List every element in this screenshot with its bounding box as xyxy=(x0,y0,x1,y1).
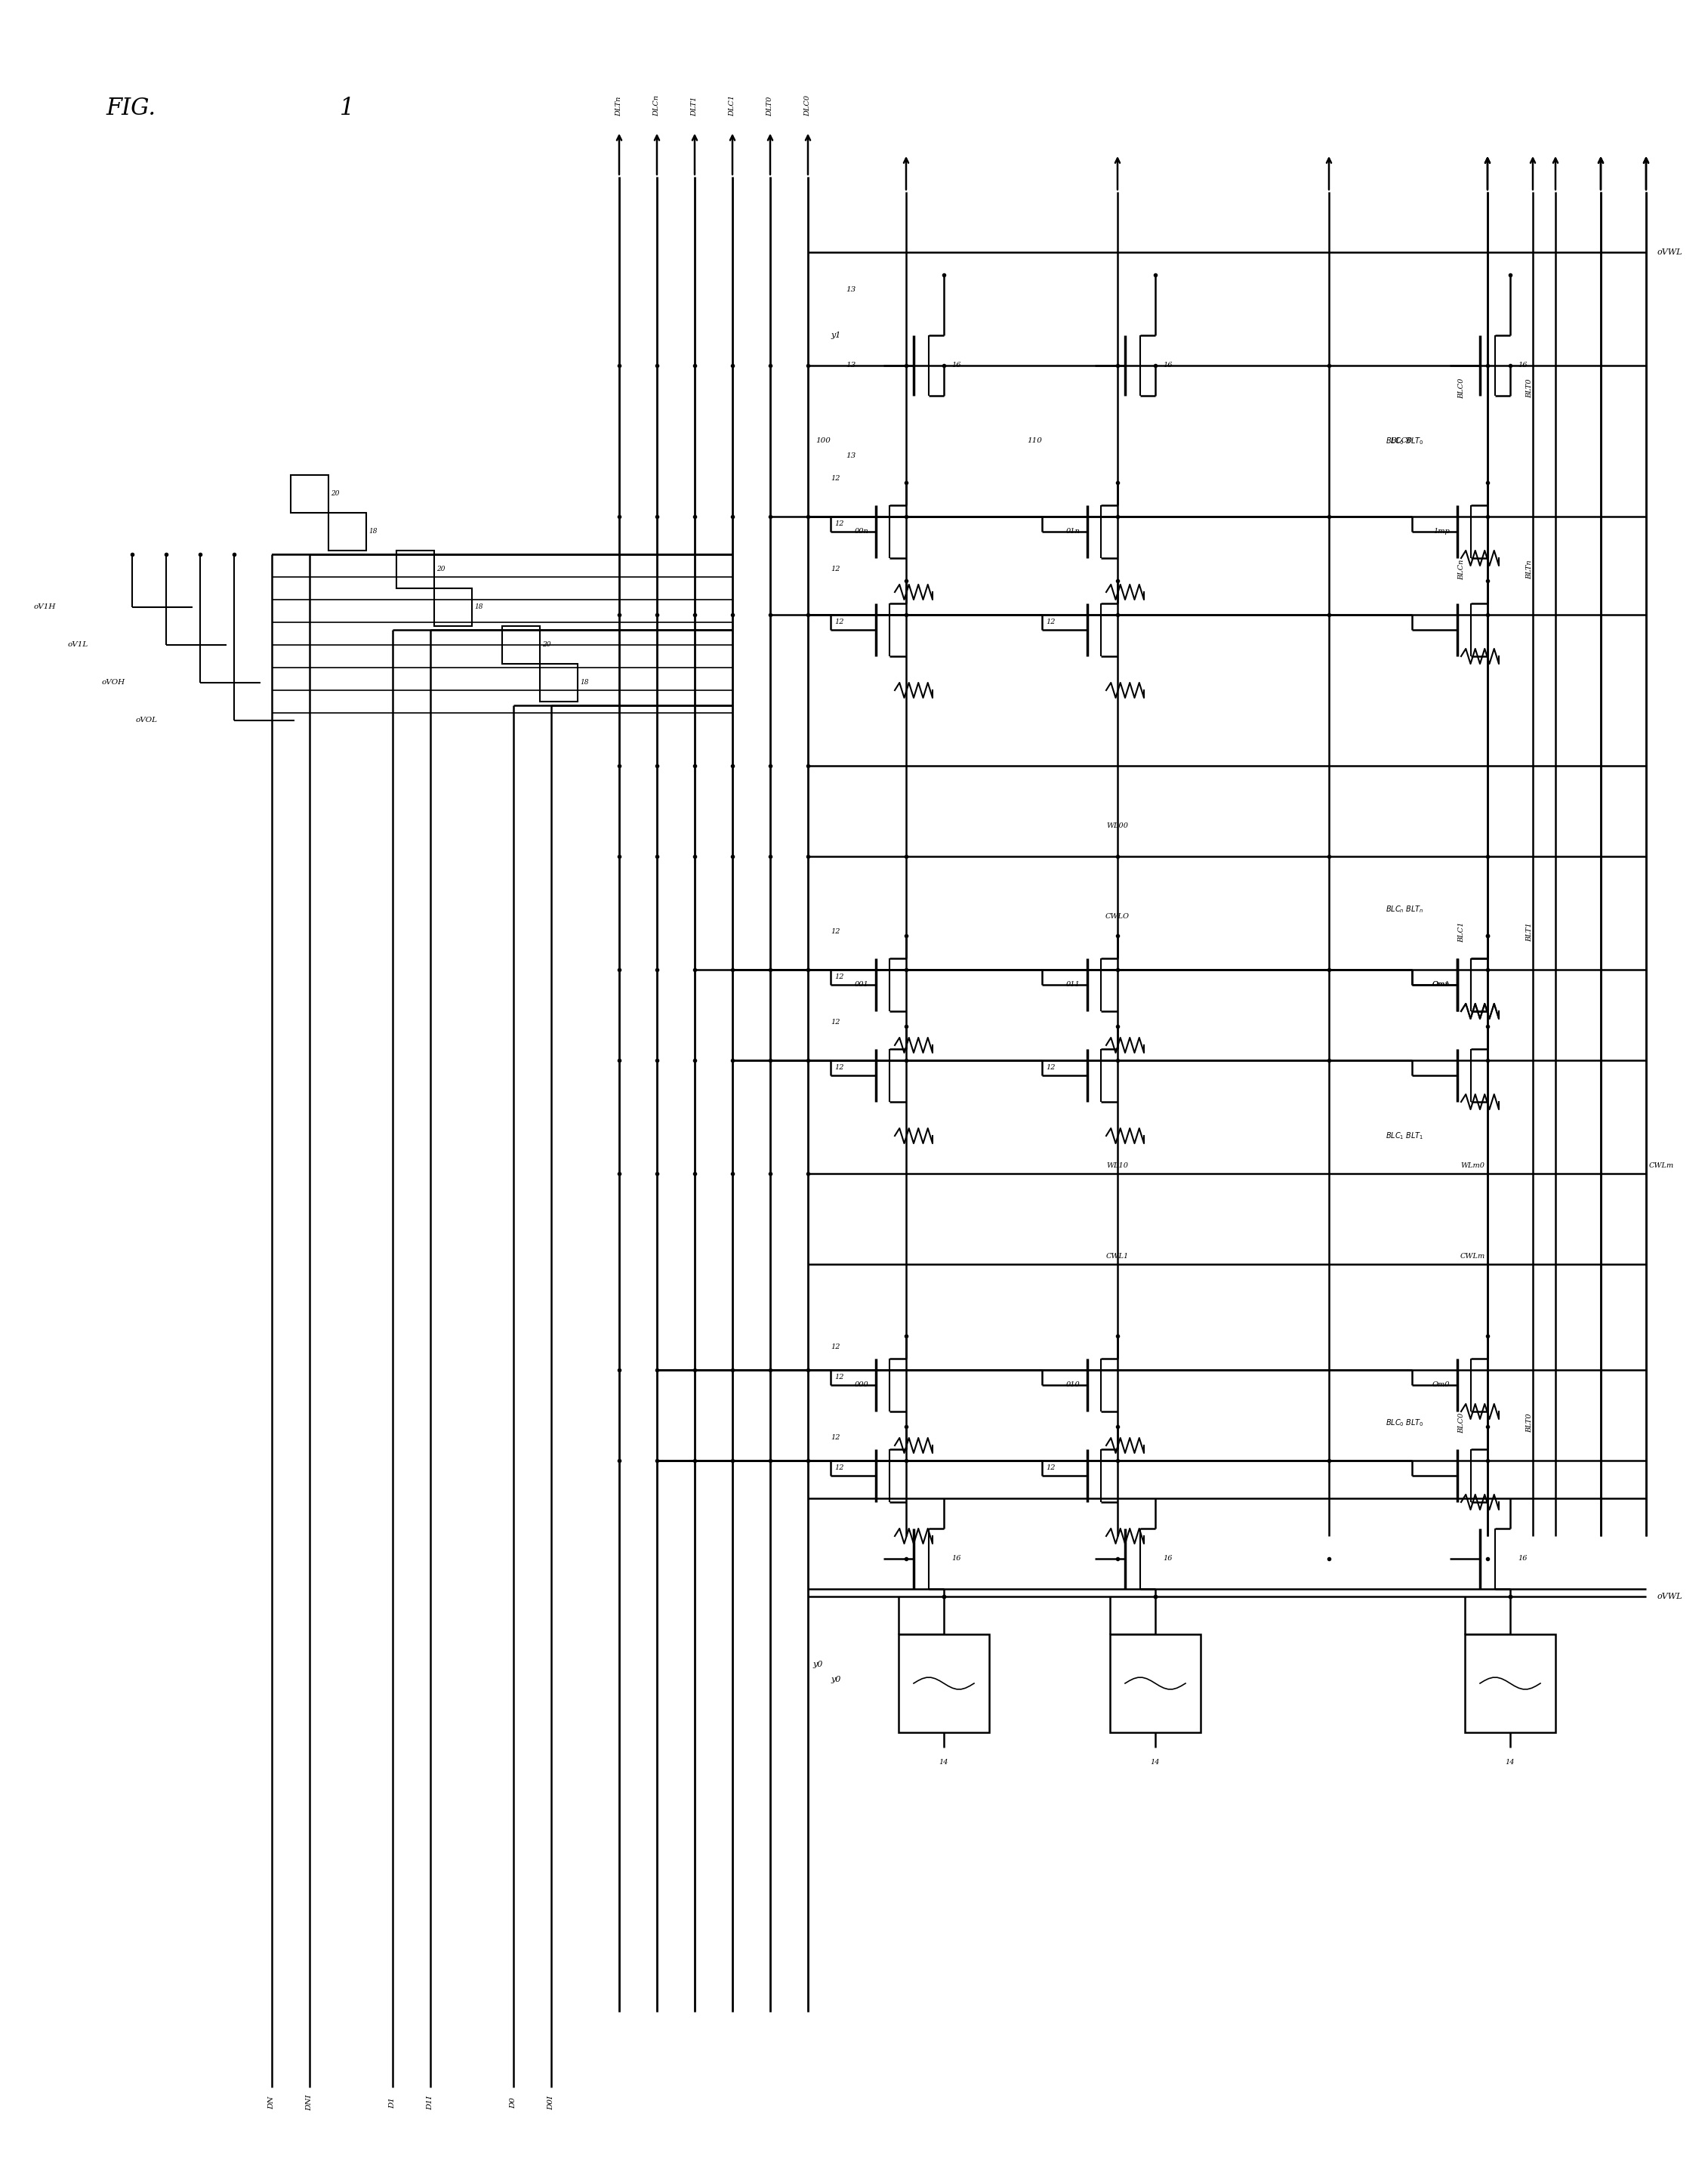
Text: BLT0: BLT0 xyxy=(1525,1414,1532,1433)
Text: BLCn: BLCn xyxy=(1459,560,1465,579)
Text: $BLC_n\ BLT_n$: $BLC_n\ BLT_n$ xyxy=(1385,904,1423,915)
Text: CWLm: CWLm xyxy=(1460,1252,1484,1261)
Text: WLm0: WLm0 xyxy=(1460,1163,1484,1170)
Text: DN: DN xyxy=(268,2095,275,2108)
Text: y0: y0 xyxy=(830,1675,840,1684)
Text: $BLC_1\ BLT_1$: $BLC_1\ BLT_1$ xyxy=(1385,1130,1423,1141)
Text: 16: 16 xyxy=(1518,362,1527,368)
Text: D0I: D0I xyxy=(548,2095,555,2110)
Text: DLTn: DLTn xyxy=(617,96,623,115)
Text: 1mp: 1mp xyxy=(1433,529,1450,536)
Text: 00n: 00n xyxy=(854,529,868,536)
Text: 1: 1 xyxy=(340,98,355,120)
Text: 18: 18 xyxy=(475,603,483,610)
Text: 12: 12 xyxy=(830,1344,840,1350)
Bar xyxy=(328,512,366,551)
Bar xyxy=(540,664,577,701)
Text: BLTn: BLTn xyxy=(1525,560,1532,579)
Text: 14: 14 xyxy=(1505,1760,1515,1766)
Text: 12: 12 xyxy=(830,1019,840,1026)
Text: WL10: WL10 xyxy=(1107,1163,1129,1170)
Text: 110: 110 xyxy=(1027,438,1042,444)
Text: CWL1: CWL1 xyxy=(1107,1252,1129,1261)
Text: 12: 12 xyxy=(830,475,840,481)
Text: 18: 18 xyxy=(581,680,589,686)
Text: 20: 20 xyxy=(437,566,446,573)
Bar xyxy=(1465,1634,1556,1732)
Text: y1: y1 xyxy=(830,331,840,340)
Text: DLCn: DLCn xyxy=(654,96,661,115)
Text: 011: 011 xyxy=(1066,982,1079,989)
Text: Om1: Om1 xyxy=(1431,982,1450,989)
Text: CWLm: CWLm xyxy=(1648,1163,1674,1170)
Text: oVWL: oVWL xyxy=(1657,1592,1682,1601)
Text: BLC1: BLC1 xyxy=(1459,921,1465,943)
Text: 16: 16 xyxy=(1518,1555,1527,1562)
Text: WL00: WL00 xyxy=(1107,823,1129,830)
Text: 12: 12 xyxy=(835,1466,844,1472)
Text: 12: 12 xyxy=(1045,619,1056,625)
Text: BLC0: BLC0 xyxy=(1459,377,1465,399)
Text: DLC1: DLC1 xyxy=(729,96,736,115)
Text: 01n: 01n xyxy=(1066,529,1079,536)
Text: 12: 12 xyxy=(835,619,844,625)
Text: 12: 12 xyxy=(835,974,844,980)
Text: 13: 13 xyxy=(845,287,856,294)
Text: DLT0: DLT0 xyxy=(767,96,774,115)
Text: 16: 16 xyxy=(951,1555,962,1562)
Text: D1: D1 xyxy=(389,2097,396,2108)
Bar xyxy=(502,625,540,664)
Text: oVOH: oVOH xyxy=(102,680,125,686)
Text: BLT1: BLT1 xyxy=(1525,921,1532,941)
Text: 18: 18 xyxy=(369,529,377,536)
Text: oVWL: oVWL xyxy=(1657,248,1682,257)
Text: 16: 16 xyxy=(1163,362,1172,368)
Text: 12: 12 xyxy=(835,1374,844,1381)
Text: $BLC_0\ BLT_0$: $BLC_0\ BLT_0$ xyxy=(1385,436,1423,446)
Text: 16: 16 xyxy=(951,362,962,368)
Text: oV1L: oV1L xyxy=(68,643,89,649)
Text: 001: 001 xyxy=(854,982,868,989)
Bar xyxy=(396,551,434,588)
Text: 12: 12 xyxy=(835,521,844,527)
Bar xyxy=(434,588,471,625)
Text: DLT1: DLT1 xyxy=(692,96,699,115)
Text: oVOL: oVOL xyxy=(137,717,157,723)
Text: oV1H: oV1H xyxy=(34,603,56,610)
Text: 13: 13 xyxy=(845,453,856,460)
Text: 010: 010 xyxy=(1066,1381,1079,1387)
Text: CWLO: CWLO xyxy=(1105,913,1129,921)
Text: 20: 20 xyxy=(541,643,552,649)
Text: 12: 12 xyxy=(830,566,840,573)
Text: BLT0: BLT0 xyxy=(1525,379,1532,399)
Text: 000: 000 xyxy=(854,1381,868,1387)
Text: FIG.: FIG. xyxy=(106,98,155,120)
Bar xyxy=(1110,1634,1201,1732)
Bar xyxy=(898,1634,989,1732)
Text: 12: 12 xyxy=(1045,1065,1056,1072)
Text: 12: 12 xyxy=(1045,1466,1056,1472)
Text: DNI: DNI xyxy=(306,2095,313,2110)
Text: 16: 16 xyxy=(1163,1555,1172,1562)
Text: 100: 100 xyxy=(816,438,830,444)
Text: 12: 12 xyxy=(830,928,840,934)
Text: 14: 14 xyxy=(939,1760,948,1766)
Text: D0: D0 xyxy=(511,2097,518,2108)
Text: Om0: Om0 xyxy=(1431,1381,1450,1387)
Text: BLC0: BLC0 xyxy=(1459,1414,1465,1433)
Text: 14: 14 xyxy=(1151,1760,1160,1766)
Text: y0: y0 xyxy=(813,1660,823,1668)
Text: 12: 12 xyxy=(835,1065,844,1072)
Text: DLC0: DLC0 xyxy=(804,96,811,115)
Text: $BLC_0\ BLT_0$: $BLC_0\ BLT_0$ xyxy=(1385,1418,1423,1429)
Text: Omn: Omn xyxy=(1431,982,1450,989)
Text: 12: 12 xyxy=(830,1435,840,1442)
Text: 13: 13 xyxy=(845,362,856,368)
Text: 20: 20 xyxy=(331,490,340,497)
Text: D1I: D1I xyxy=(427,2095,434,2110)
Text: BLC0: BLC0 xyxy=(1390,438,1413,444)
Bar xyxy=(290,475,328,512)
